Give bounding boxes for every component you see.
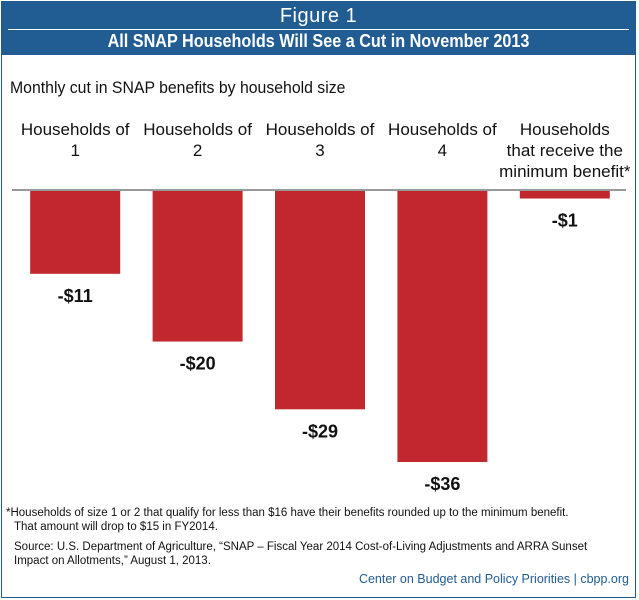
data-label: -$1 [552, 211, 578, 231]
category-label: Households that receive the minimum benefi… [499, 120, 631, 181]
source-line-2: Impact on Allotments,” August 1, 2013. [14, 555, 211, 567]
bar [397, 191, 488, 462]
bar-chart: Households of 1 -$11 Households of 2 -$20 Hous… [12, 120, 631, 494]
bar [152, 191, 243, 342]
chart-subtitle: Monthly cut in SNAP benefits by househol… [10, 78, 346, 97]
bar [275, 191, 365, 410]
source-line-1: Source: U.S. Department of Agriculture, … [14, 541, 588, 553]
category-label: Households of 3 [266, 120, 375, 160]
category-label: Households of 4 [388, 120, 497, 160]
footnote: *Households of size 1 or 2 that qualify … [6, 506, 626, 534]
footnote-line-1: *Households of size 1 or 2 that qualify … [6, 507, 569, 519]
source-note: Source: U.S. Department of Agriculture, … [14, 540, 624, 568]
data-label: -$20 [180, 354, 216, 374]
credit-line: Center on Budget and Policy Priorities |… [358, 572, 629, 586]
chart-title: All SNAP Households Will See a Cut in No… [107, 31, 530, 51]
data-label: -$36 [424, 474, 460, 494]
footnote-line-2: That amount will drop to $15 in FY2014. [14, 521, 218, 533]
bar [30, 191, 121, 274]
figure-label: Figure 1 [279, 5, 358, 27]
data-label: -$29 [302, 421, 338, 441]
category-label: Households of 1 [21, 120, 130, 160]
category-label: Households of 2 [143, 120, 252, 160]
header-divider [8, 29, 629, 30]
figure-header: Figure 1 All SNAP Households Will See a … [2, 2, 635, 55]
data-label: -$11 [58, 286, 93, 306]
bar [519, 191, 610, 199]
